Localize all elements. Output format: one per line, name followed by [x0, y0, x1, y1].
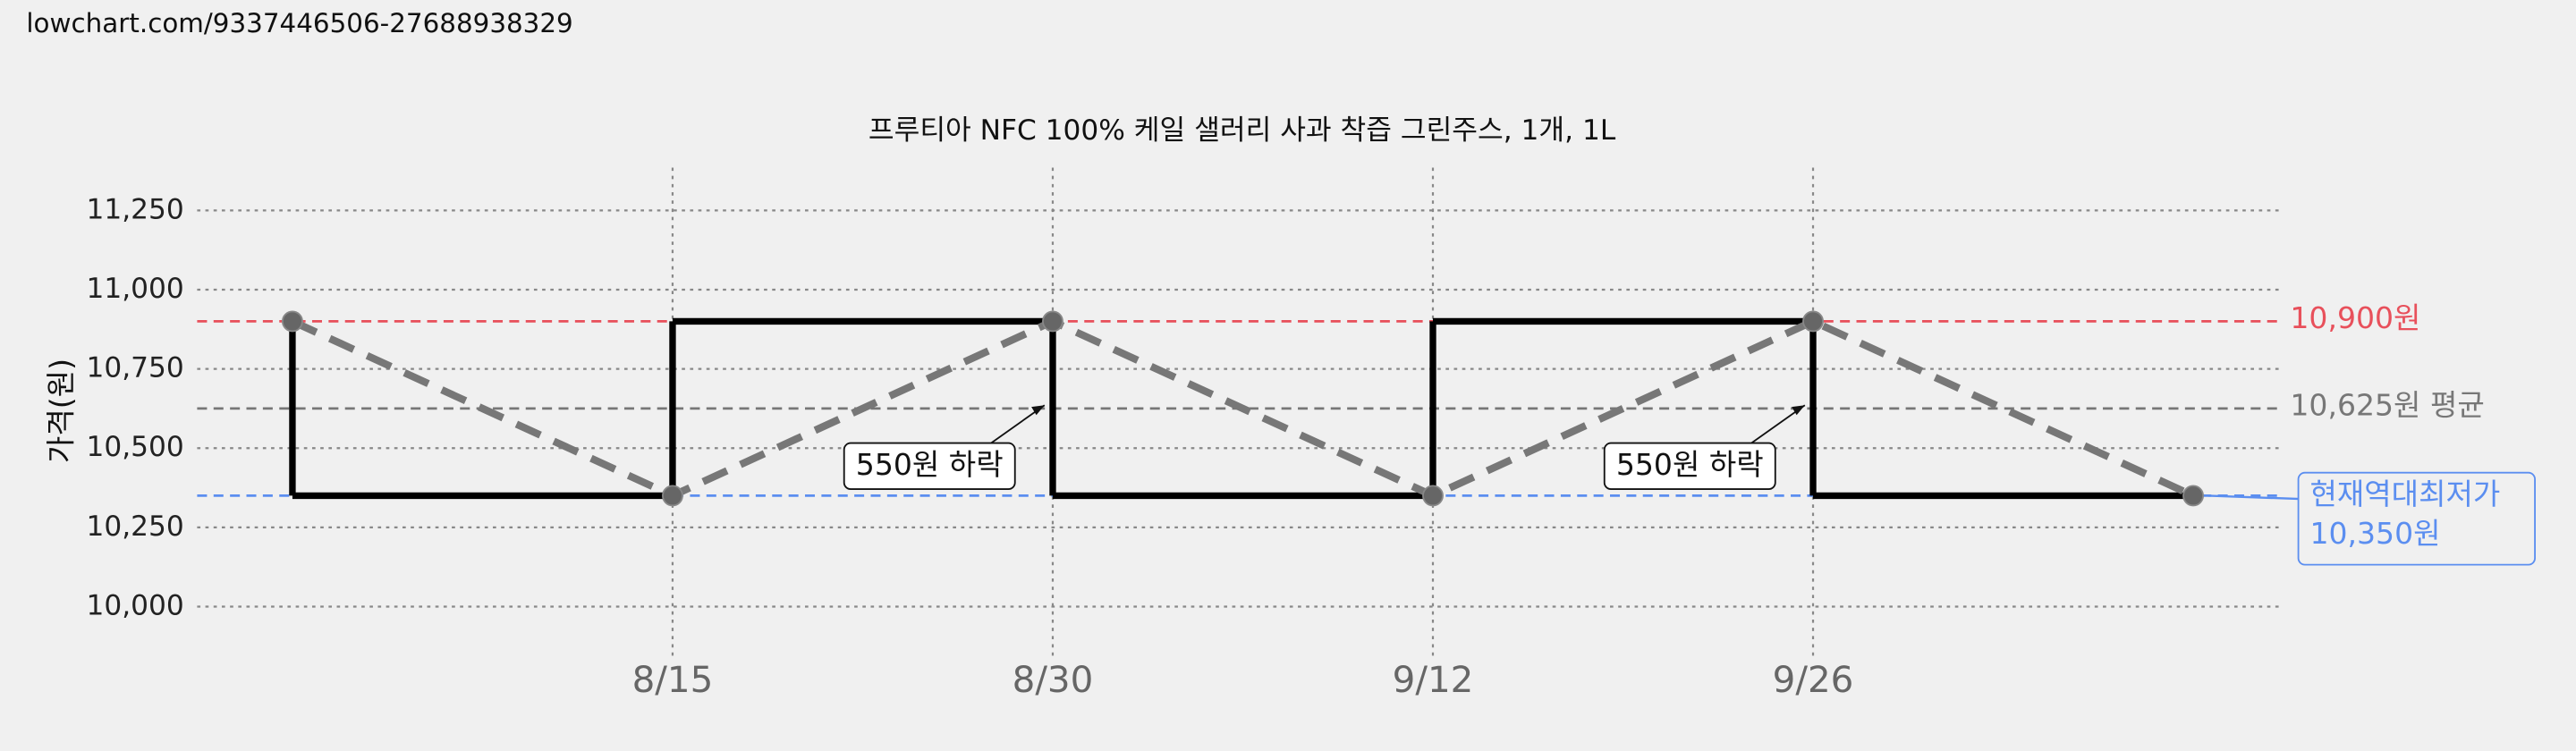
page-url: lowchart.com/9337446506-27688938329 — [26, 8, 572, 38]
reference-arrow — [2207, 494, 2301, 501]
reference-label: 10,900원 — [2290, 300, 2420, 335]
annotation-text: 550원 하락 — [856, 447, 1004, 482]
annotation-arrowhead — [1792, 405, 1805, 416]
x-tick-label: 8/30 — [1013, 658, 1094, 701]
reference-label: 10,625원 평균 — [2290, 388, 2484, 423]
point — [1802, 310, 1824, 333]
y-tick-label: 10,000 — [87, 589, 184, 621]
x-tick-label: 8/15 — [632, 658, 714, 701]
x-tick-label: 9/26 — [1773, 658, 1854, 701]
point — [2182, 485, 2204, 507]
y-tick-label: 11,250 — [87, 193, 184, 225]
y-tick-label: 10,250 — [87, 511, 184, 543]
reference-label-box — [2297, 471, 2536, 566]
annotation-box — [843, 442, 1016, 490]
y-axis-label: 가격(원) — [43, 359, 78, 463]
annotation-text: 550원 하락 — [1616, 447, 1764, 482]
chart-title: 프루티아 NFC 100% 케일 샐러리 사과 착즙 그린주스, 1개, 1L — [869, 114, 1616, 147]
y-tick-label: 11,000 — [87, 273, 184, 305]
annotation-arrowhead — [1031, 405, 1045, 416]
y-tick-label: 10,750 — [87, 352, 184, 384]
point — [1422, 485, 1444, 507]
point — [1042, 310, 1063, 333]
reference-label: 10,350원 — [2309, 516, 2440, 551]
y-tick-label: 10,500 — [87, 431, 184, 463]
point — [282, 310, 303, 333]
x-tick-label: 9/12 — [1393, 658, 1474, 701]
reference-label: 현재역대최저가 — [2309, 477, 2500, 511]
trend-line — [291, 316, 2195, 500]
annotation-box — [1603, 442, 1776, 490]
point — [662, 485, 683, 507]
